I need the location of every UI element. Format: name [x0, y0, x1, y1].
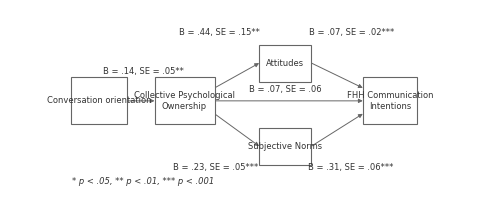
Text: Attitudes: Attitudes	[266, 59, 304, 68]
Text: B = .23, SE = .05***: B = .23, SE = .05***	[173, 163, 258, 172]
Bar	[259, 45, 312, 82]
Bar	[71, 77, 128, 124]
Text: B = .44, SE = .15**: B = .44, SE = .15**	[179, 28, 260, 37]
Bar	[259, 128, 312, 165]
Bar	[154, 77, 214, 124]
Text: * p < .05, ** p < .01, *** p < .001: * p < .05, ** p < .01, *** p < .001	[72, 177, 215, 186]
Text: Collective Psychological
Ownership: Collective Psychological Ownership	[134, 91, 235, 111]
Text: Conversation orientation: Conversation orientation	[47, 96, 152, 105]
Bar	[363, 77, 417, 124]
Text: FHH Communication
Intentions: FHH Communication Intentions	[346, 91, 433, 111]
Text: B = .31, SE = .06***: B = .31, SE = .06***	[308, 163, 394, 172]
Text: B = .07, SE = .02***: B = .07, SE = .02***	[308, 28, 394, 37]
Text: Subjective Norms: Subjective Norms	[248, 142, 322, 151]
Text: B = .07, SE = .06: B = .07, SE = .06	[249, 85, 322, 94]
Text: B = .14, SE = .05**: B = .14, SE = .05**	[104, 67, 184, 76]
